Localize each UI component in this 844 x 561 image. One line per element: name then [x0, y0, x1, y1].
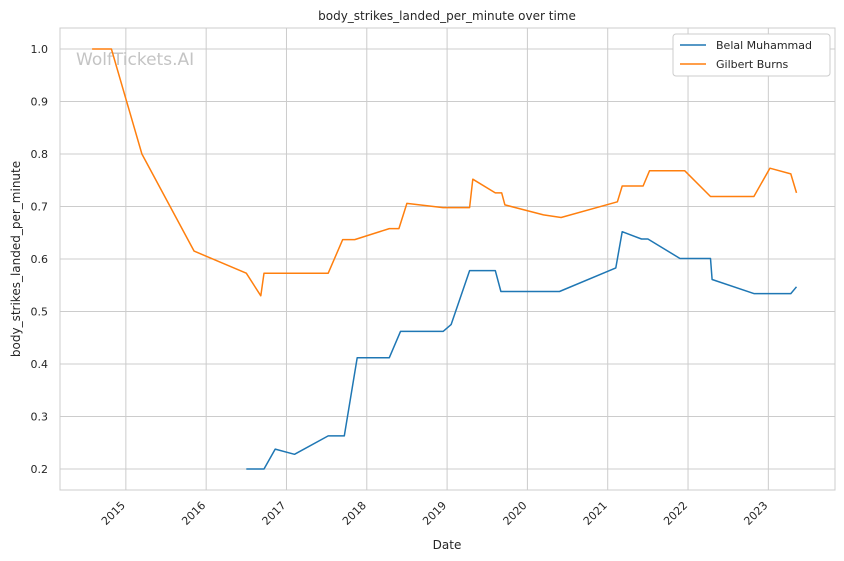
y-tick-labels: 0.2 0.3 0.4 0.5 0.6 0.7 0.8 0.9 1.0 [31, 43, 49, 476]
x-tick-label: 2020 [501, 499, 530, 528]
series-layer [92, 48, 798, 470]
x-axis-label: Date [433, 538, 462, 552]
x-tick-label: 2023 [741, 499, 770, 528]
series-line-gilbert-burns [92, 48, 798, 297]
y-tick-label: 0.2 [31, 463, 49, 476]
legend-label-gilbert-burns: Gilbert Burns [716, 58, 789, 71]
y-tick-label: 1.0 [31, 43, 49, 56]
y-tick-label: 0.3 [31, 411, 49, 424]
y-tick-label: 0.9 [31, 96, 49, 109]
chart-title: body_strikes_landed_per_minute over time [318, 9, 576, 23]
y-axis-label: body_strikes_landed_per_minute [9, 161, 23, 357]
x-tick-label: 2016 [179, 499, 208, 528]
legend-label-belal-muhammad: Belal Muhammad [716, 39, 812, 52]
y-tick-label: 0.8 [31, 148, 49, 161]
x-tick-label: 2018 [340, 499, 369, 528]
grid [60, 28, 835, 490]
x-tick-labels: 2015 2016 2017 2018 2019 2020 2021 2022 2023 [99, 499, 770, 528]
x-tick-label: 2019 [420, 499, 449, 528]
x-tick-label: 2022 [661, 499, 690, 528]
y-tick-label: 0.4 [31, 358, 49, 371]
legend: Belal Muhammad Gilbert Burns [672, 33, 831, 77]
series-line-belal-muhammad [246, 230, 798, 470]
x-tick-label: 2017 [260, 499, 289, 528]
y-tick-label: 0.7 [31, 201, 49, 214]
x-tick-label: 2015 [99, 499, 128, 528]
watermark: WolfTickets.AI [76, 50, 194, 70]
y-tick-label: 0.5 [31, 306, 49, 319]
x-tick-label: 2021 [581, 499, 610, 528]
y-tick-label: 0.6 [31, 253, 49, 266]
plot-frame [59, 27, 836, 491]
legend-box [672, 33, 831, 77]
